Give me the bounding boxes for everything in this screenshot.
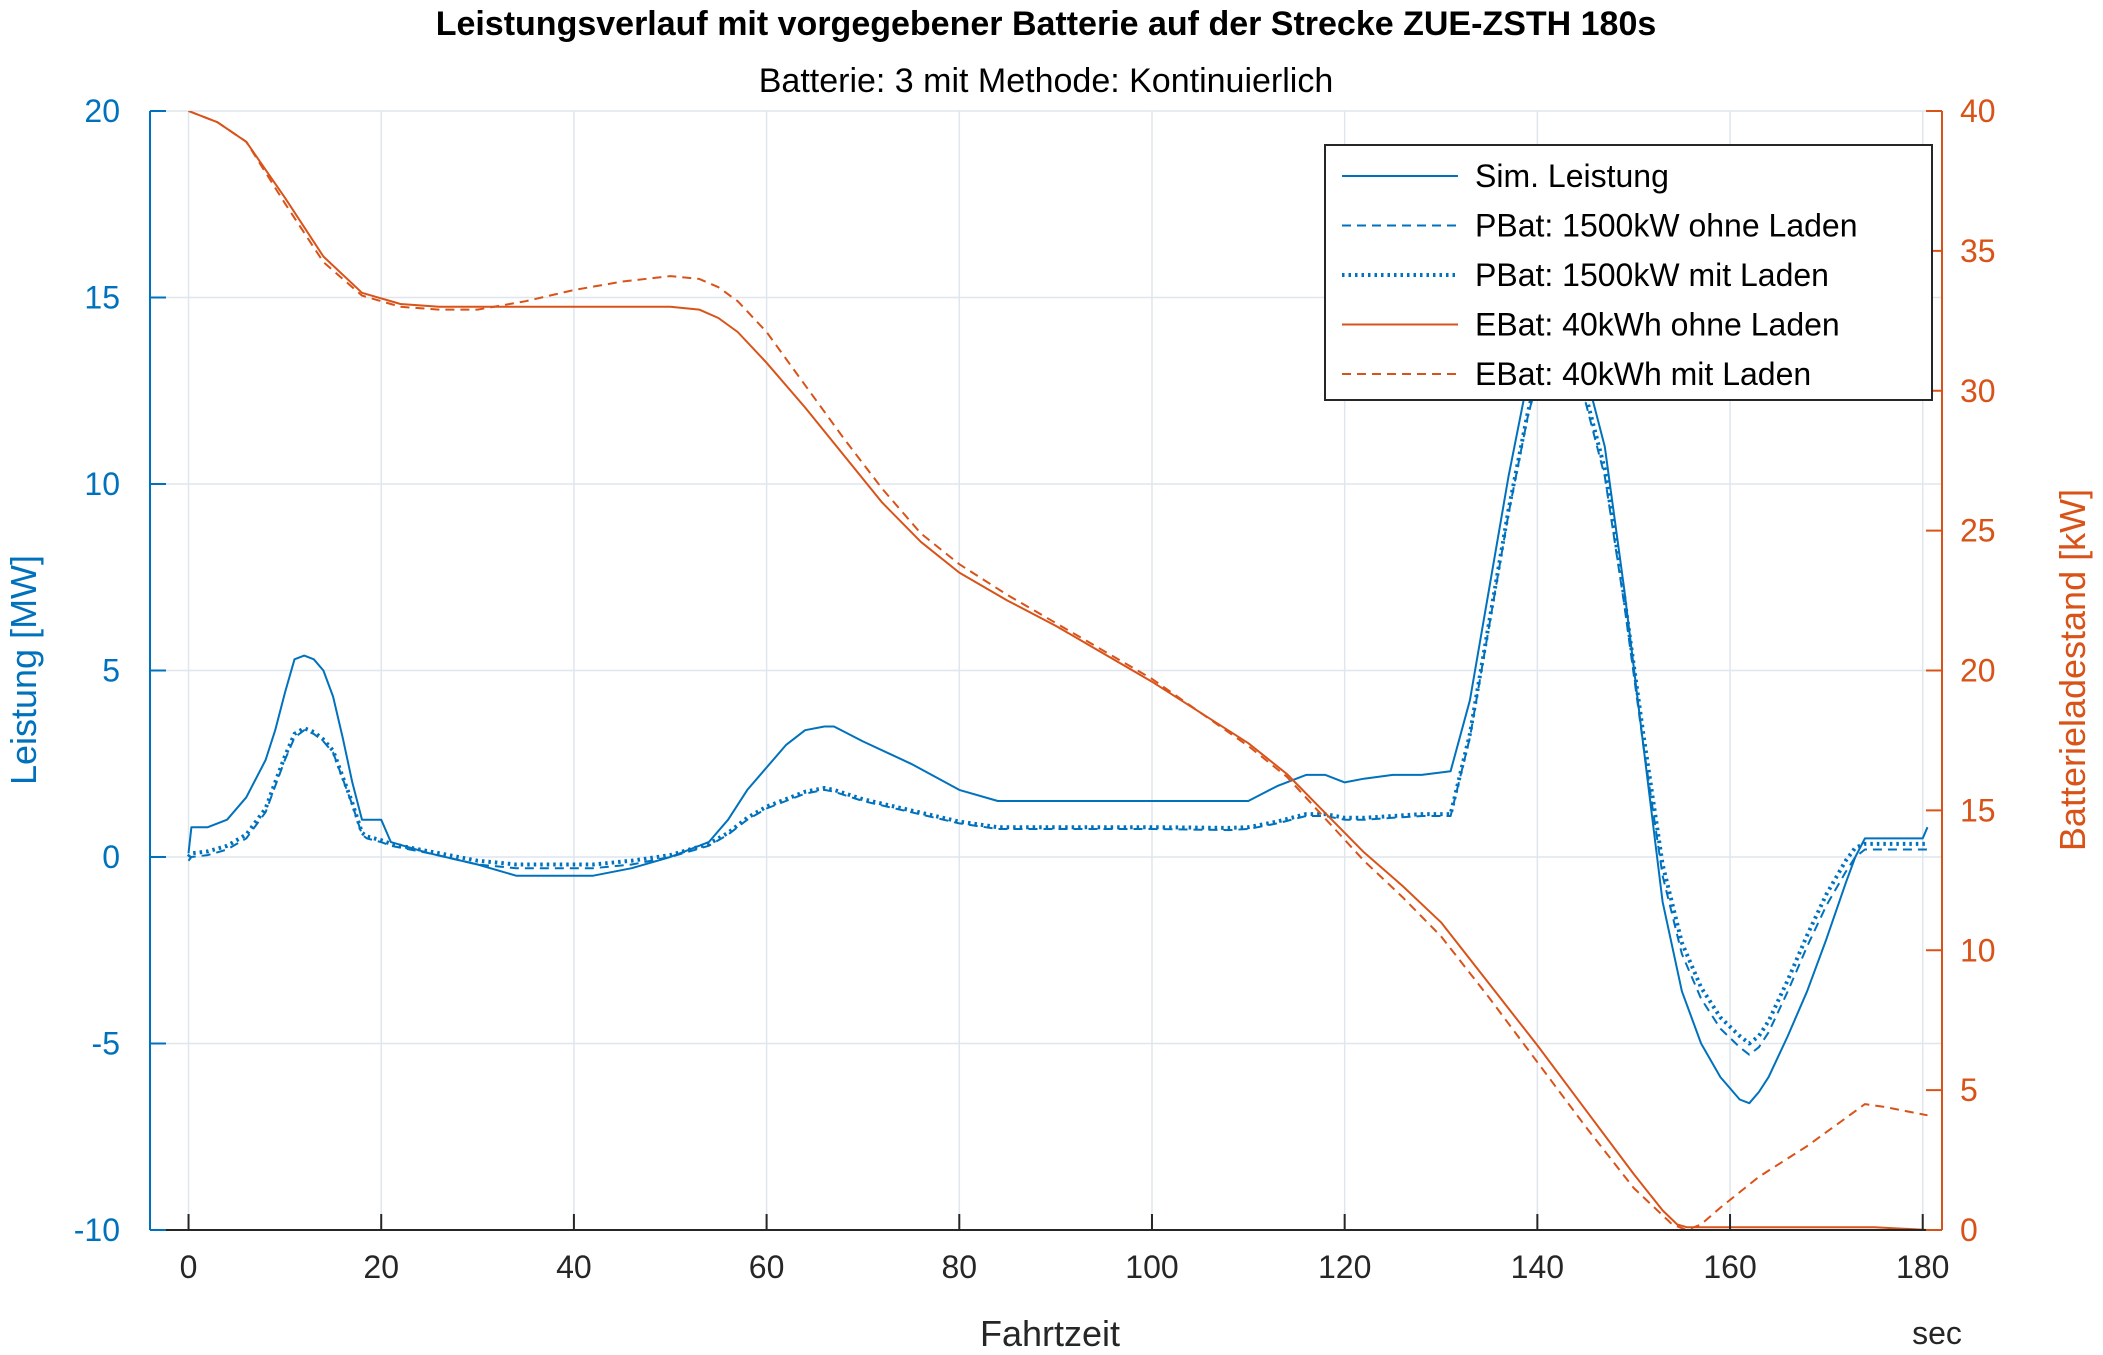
series-line-1 [187,326,1929,1105]
legend-label-2: PBat: 1500kW ohne Laden [1475,208,1858,244]
legend: Sim. Leistung PBat: 1500kW ohne Laden PBat… [1324,144,1933,401]
legend-label-5: EBat: 40kWh mit Laden [1475,356,1811,392]
x-tick-label: 140 [1511,1249,1564,1285]
chart-subtitle: Batterie: 3 mit Methode: Kontinuierlich [759,62,1334,100]
axes: 0 20 40 60 80 100 120 140 160 180 -10 -5 0 5 10 15 20 0 5 1… [74,93,1996,1285]
y-axis-left-label: Leistung [MW] [3,555,44,785]
series-line-4 [188,111,1928,1230]
y-left-tick-label: 10 [84,466,120,502]
y-right-tick-label: 35 [1960,233,1996,269]
x-tick-label: 20 [363,1249,399,1285]
y-right-tick-label: 20 [1960,653,1996,689]
y-left-tick-label: -10 [74,1212,120,1248]
y-left-tick-label: 15 [84,280,120,316]
y-left-tick-label: 0 [102,839,120,875]
series-line-5 [188,111,1928,1230]
y-right-tick-label: 15 [1960,792,1996,828]
y-left-tick-label: 20 [84,93,120,129]
x-tick-label: 100 [1125,1249,1178,1285]
y-right-tick-label: 40 [1960,93,1996,129]
y-axis-right-label: Batterieladestand [kW] [2052,489,2093,851]
series-line-3 [186,336,1928,1046]
x-tick-label: 60 [749,1249,785,1285]
y-right-tick-label: 10 [1960,932,1996,968]
x-axis-label: Fahrtzeit [980,1313,1120,1354]
y-right-tick-label: 0 [1960,1212,1978,1248]
legend-box [1324,144,1933,401]
x-tick-label: 40 [556,1249,592,1285]
legend-label-1: Sim. Leistung [1475,158,1669,194]
x-tick-label: 80 [941,1249,977,1285]
y-right-tick-label: 25 [1960,513,1996,549]
y-left-tick-label: -5 [92,1026,120,1062]
legend-label-4: EBat: 40kWh ohne Laden [1475,307,1840,343]
x-tick-label: 120 [1318,1249,1371,1285]
x-tick-label: 160 [1703,1249,1756,1285]
x-tick-label: 0 [180,1249,198,1285]
legend-label-3: PBat: 1500kW mit Laden [1475,257,1829,293]
x-tick-label: 180 [1896,1249,1949,1285]
y-right-tick-label: 30 [1960,373,1996,409]
series-line-2 [187,341,1928,1056]
chart-title: Leistungsverlauf mit vorgegebener Batter… [436,5,1657,43]
y-right-tick-label: 5 [1960,1072,1978,1108]
series-layer [186,111,1929,1230]
x-axis-unit: sec [1912,1315,1962,1351]
y-left-tick-label: 5 [102,653,120,689]
